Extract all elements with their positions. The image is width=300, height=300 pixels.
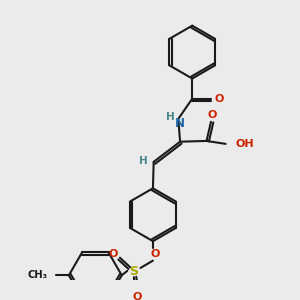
Text: H: H: [139, 156, 148, 166]
Text: O: O: [208, 110, 217, 120]
Text: O: O: [109, 249, 118, 259]
Text: OH: OH: [236, 139, 254, 149]
Text: N: N: [175, 117, 185, 130]
Text: O: O: [215, 94, 224, 104]
Text: O: O: [150, 249, 160, 260]
Text: H: H: [166, 112, 175, 122]
Text: CH₃: CH₃: [28, 270, 48, 280]
Text: O: O: [133, 292, 142, 300]
Text: S: S: [129, 265, 138, 278]
